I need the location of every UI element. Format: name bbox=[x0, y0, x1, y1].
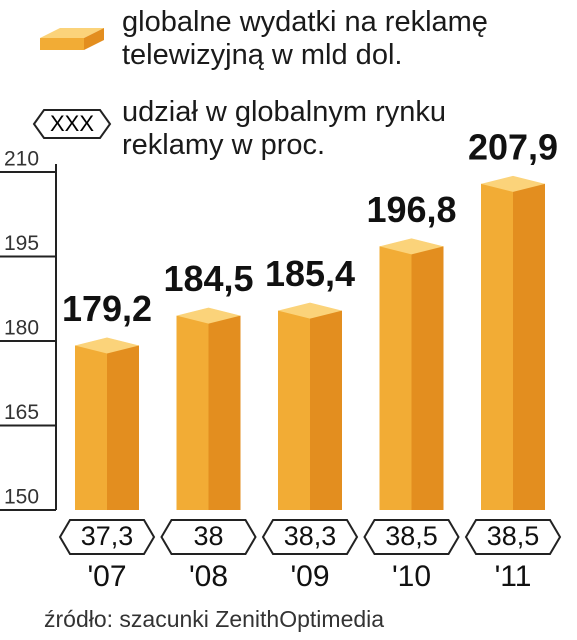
value-label: 185,4 bbox=[265, 253, 355, 294]
legend-share: udział w globalnym rynku reklamy w proc. bbox=[122, 96, 446, 161]
share-hexagon bbox=[58, 519, 156, 555]
value-label: 207,9 bbox=[468, 126, 558, 167]
bar-top bbox=[75, 337, 139, 354]
legend-swatch-top bbox=[40, 28, 104, 38]
bar-front bbox=[176, 315, 209, 510]
share-hexagon bbox=[363, 519, 460, 555]
bar-front bbox=[481, 183, 513, 510]
x-tick-label: '10 bbox=[392, 560, 431, 593]
bar-top bbox=[379, 238, 444, 255]
y-tick-label: 180 bbox=[4, 317, 39, 340]
share-hexagon bbox=[261, 519, 359, 555]
value-label: 196,8 bbox=[366, 189, 456, 230]
bar-side bbox=[411, 246, 444, 511]
value-label: 179,2 bbox=[62, 288, 152, 329]
share-label: 38,3 bbox=[284, 521, 337, 551]
bar-front bbox=[75, 345, 107, 510]
share-label: 37,3 bbox=[81, 521, 134, 551]
bar-front bbox=[379, 246, 412, 511]
legend-swatch-side bbox=[84, 28, 104, 50]
bar-side bbox=[513, 183, 545, 510]
bar-side bbox=[310, 310, 342, 510]
bar-top bbox=[278, 302, 342, 319]
x-tick-label: '09 bbox=[290, 560, 329, 593]
value-label: 184,5 bbox=[163, 258, 253, 299]
bar-front bbox=[278, 310, 310, 510]
legend-swatch-front bbox=[40, 38, 84, 50]
y-tick-label: 165 bbox=[4, 401, 39, 424]
share-label: 38,5 bbox=[487, 521, 540, 551]
bar-top bbox=[176, 307, 241, 324]
bar-top bbox=[481, 175, 545, 192]
legend-hexagon bbox=[32, 109, 112, 139]
share-hexagon bbox=[160, 519, 257, 555]
x-tick-label: '11 bbox=[495, 560, 532, 593]
legend-bar: globalne wydatki na reklamę telewizyjną … bbox=[122, 6, 488, 71]
x-tick-label: '07 bbox=[87, 560, 126, 593]
legend-symbol: XXX bbox=[50, 111, 94, 136]
share-hexagon bbox=[464, 519, 562, 555]
x-tick-label: '08 bbox=[189, 560, 228, 593]
y-tick-label: 195 bbox=[4, 232, 39, 255]
bar-side bbox=[208, 315, 241, 510]
y-tick-label: 210 bbox=[4, 148, 39, 171]
source: źródło: szacunki ZenithOptimedia bbox=[44, 606, 385, 632]
y-tick-label: 150 bbox=[4, 486, 39, 509]
share-label: 38 bbox=[193, 521, 223, 551]
share-label: 38,5 bbox=[385, 521, 438, 551]
bar-side bbox=[107, 345, 139, 510]
